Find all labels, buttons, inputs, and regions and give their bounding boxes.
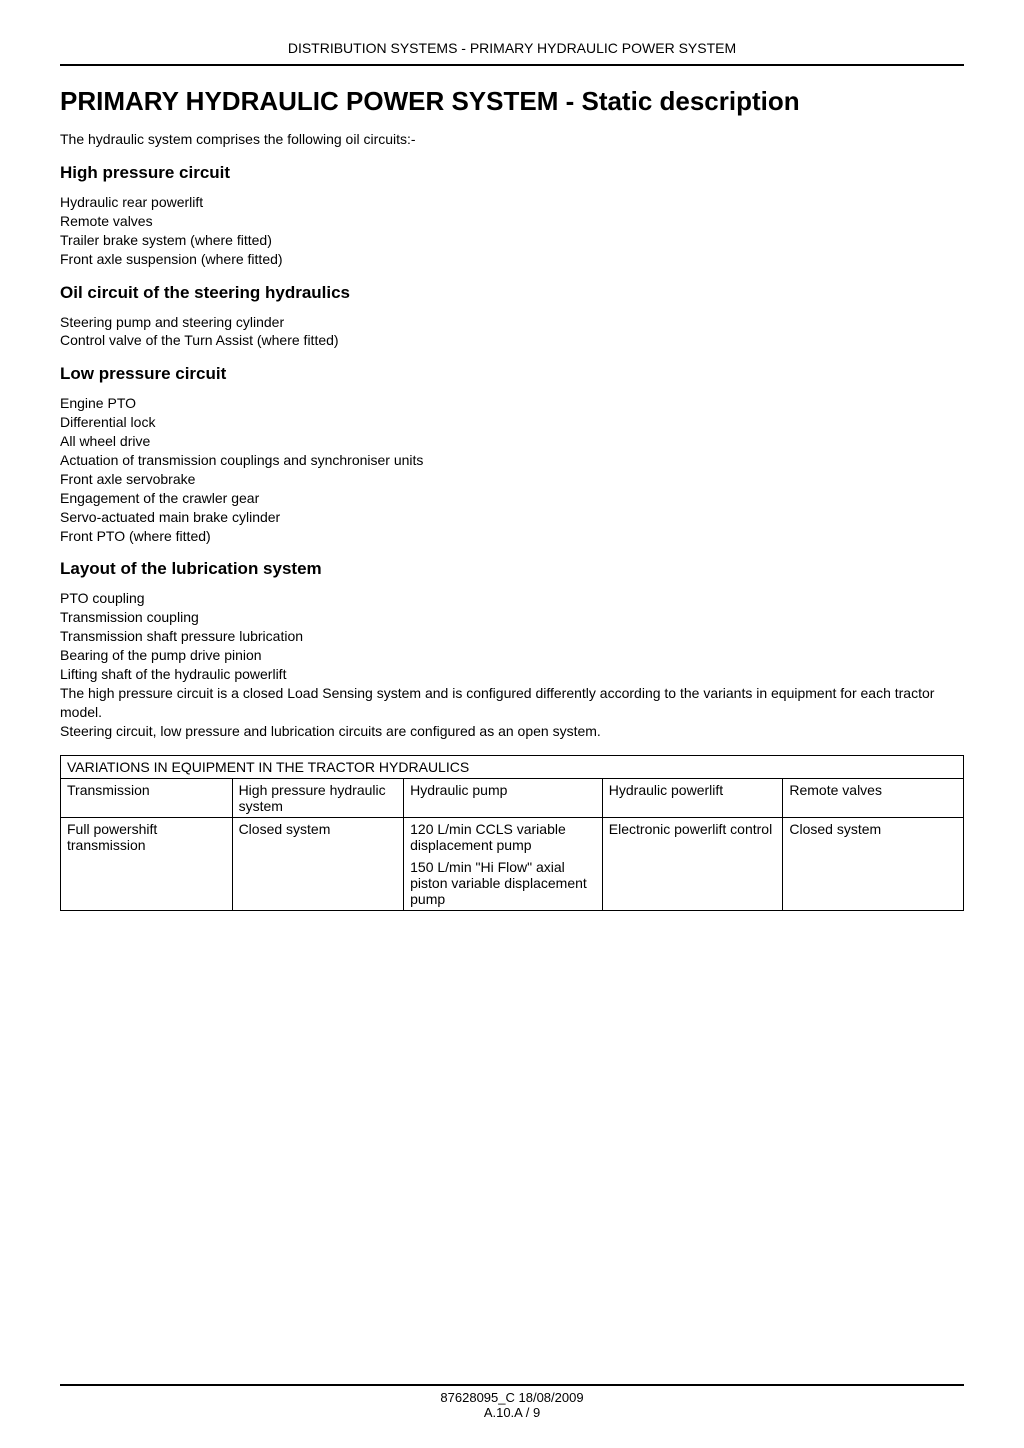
section-high-pressure-heading: High pressure circuit	[60, 163, 964, 183]
table-cell	[602, 856, 783, 911]
body-line: Hydraulic rear powerlift	[60, 193, 964, 212]
variations-table: VARIATIONS IN EQUIPMENT IN THE TRACTOR H…	[60, 755, 964, 911]
top-rule	[60, 64, 964, 66]
page-title: PRIMARY HYDRAULIC POWER SYSTEM - Static …	[60, 86, 964, 117]
body-line: Control valve of the Turn Assist (where …	[60, 331, 964, 350]
section-low-pressure-heading: Low pressure circuit	[60, 364, 964, 384]
section-oil-circuit-body: Steering pump and steering cylinder Cont…	[60, 313, 964, 351]
table-caption: VARIATIONS IN EQUIPMENT IN THE TRACTOR H…	[61, 755, 964, 778]
table-cell: 150 L/min "Hi Flow" axial piston variabl…	[404, 856, 603, 911]
body-line: PTO coupling	[60, 589, 964, 608]
body-line: Transmission coupling	[60, 608, 964, 627]
body-line: Trailer brake system (where fitted)	[60, 231, 964, 250]
body-line: Front axle suspension (where fitted)	[60, 250, 964, 269]
body-line: Front PTO (where fitted)	[60, 527, 964, 546]
section-high-pressure-body: Hydraulic rear powerlift Remote valves T…	[60, 193, 964, 269]
footer-line-1: 87628095_C 18/08/2009	[60, 1390, 964, 1405]
table-header-cell: Hydraulic powerlift	[602, 778, 783, 817]
table-cell: Closed system	[783, 817, 964, 910]
table-cell: Closed system	[232, 817, 404, 910]
body-line: Remote valves	[60, 212, 964, 231]
intro-text: The hydraulic system comprises the follo…	[60, 131, 964, 147]
body-line: Differential lock	[60, 413, 964, 432]
body-line: The high pressure circuit is a closed Lo…	[60, 684, 964, 722]
table-header-cell: Transmission	[61, 778, 233, 817]
body-line: All wheel drive	[60, 432, 964, 451]
footer-line-2: A.10.A / 9	[60, 1405, 964, 1420]
body-line: Steering pump and steering cylinder	[60, 313, 964, 332]
body-line: Engagement of the crawler gear	[60, 489, 964, 508]
body-line: Lifting shaft of the hydraulic powerlift	[60, 665, 964, 684]
table-row: Full powershift transmission Closed syst…	[61, 817, 964, 856]
body-line: Servo-actuated main brake cylinder	[60, 508, 964, 527]
page-footer: 87628095_C 18/08/2009 A.10.A / 9	[60, 1384, 964, 1420]
body-line: Front axle servobrake	[60, 470, 964, 489]
table-header-cell: High pressure hydraulic system	[232, 778, 404, 817]
body-line: Transmission shaft pressure lubrication	[60, 627, 964, 646]
table-cell: Electronic powerlift control	[602, 817, 783, 856]
table-cell: 120 L/min CCLS variable displacement pum…	[404, 817, 603, 856]
section-low-pressure-body: Engine PTO Differential lock All wheel d…	[60, 394, 964, 545]
bottom-rule	[60, 1384, 964, 1386]
section-lubrication-body: PTO coupling Transmission coupling Trans…	[60, 589, 964, 740]
table-header-cell: Hydraulic pump	[404, 778, 603, 817]
section-lubrication-heading: Layout of the lubrication system	[60, 559, 964, 579]
table-header-row: Transmission High pressure hydraulic sys…	[61, 778, 964, 817]
body-line: Actuation of transmission couplings and …	[60, 451, 964, 470]
section-oil-circuit-heading: Oil circuit of the steering hydraulics	[60, 283, 964, 303]
body-line: Engine PTO	[60, 394, 964, 413]
table-header-cell: Remote valves	[783, 778, 964, 817]
body-line: Steering circuit, low pressure and lubri…	[60, 722, 964, 741]
body-line: Bearing of the pump drive pinion	[60, 646, 964, 665]
running-header: DISTRIBUTION SYSTEMS - PRIMARY HYDRAULIC…	[60, 40, 964, 56]
table-cell: Full powershift transmission	[61, 817, 233, 910]
